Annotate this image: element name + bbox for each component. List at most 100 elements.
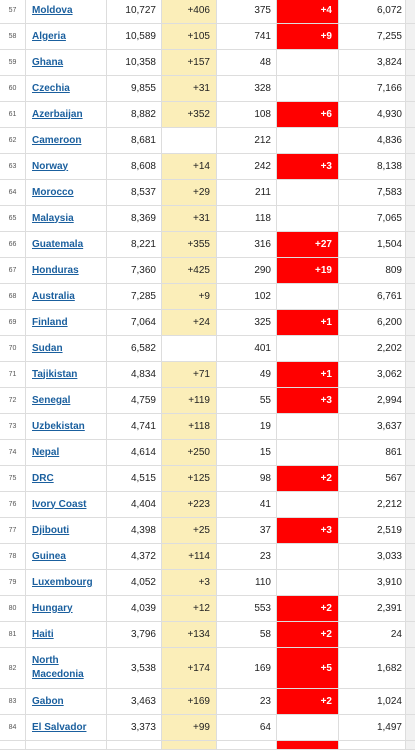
rank-cell: 79 [0, 570, 26, 595]
new-cases-cell: +31 [162, 206, 217, 231]
country-link[interactable]: Haiti [32, 628, 54, 640]
new-deaths-cell: +2 [277, 689, 339, 714]
country-link[interactable]: North Macedonia [32, 655, 84, 680]
scrollbar-track[interactable] [406, 232, 415, 257]
scrollbar-track[interactable] [406, 0, 415, 23]
rank-cell: 70 [0, 336, 26, 361]
scrollbar-track[interactable] [406, 648, 415, 688]
partial-cell [217, 741, 277, 749]
country-link[interactable]: Luxembourg [32, 576, 93, 588]
recovered-cell: 7,583 [339, 180, 406, 205]
total-deaths-cell: 316 [217, 232, 277, 257]
rank-cell: 83 [0, 689, 26, 714]
country-link[interactable]: Moldova [32, 4, 73, 16]
country-link[interactable]: Morocco [32, 186, 74, 198]
new-cases-cell: +157 [162, 50, 217, 75]
total-cases-cell: 8,537 [107, 180, 162, 205]
country-link[interactable]: Azerbaijan [32, 108, 83, 120]
country-link[interactable]: Malaysia [32, 212, 74, 224]
recovered-cell: 6,761 [339, 284, 406, 309]
country-link[interactable]: Ivory Coast [32, 498, 87, 510]
rank-cell: 59 [0, 50, 26, 75]
new-cases-cell: +29 [162, 180, 217, 205]
country-link[interactable]: Sudan [32, 342, 63, 354]
rank-cell: 57 [0, 0, 26, 23]
scrollbar-track[interactable] [406, 388, 415, 413]
new-cases-cell: +169 [162, 689, 217, 714]
scrollbar-track[interactable] [406, 76, 415, 101]
scrollbar-track[interactable] [406, 544, 415, 569]
rank-cell: 68 [0, 284, 26, 309]
new-deaths-cell [277, 492, 339, 517]
total-deaths-cell: 102 [217, 284, 277, 309]
scrollbar-track[interactable] [406, 206, 415, 231]
new-deaths-cell: +9 [277, 24, 339, 49]
scrollbar-track[interactable] [406, 570, 415, 595]
scrollbar-track[interactable] [406, 336, 415, 361]
recovered-cell: 1,682 [339, 648, 406, 688]
table-row: 68 Australia 7,285 +9 102 6,761 [0, 284, 415, 310]
scrollbar-track[interactable] [406, 128, 415, 153]
country-link[interactable]: Senegal [32, 394, 71, 406]
country-link[interactable]: Hungary [32, 602, 73, 614]
recovered-cell: 4,930 [339, 102, 406, 127]
country-link[interactable]: Algeria [32, 30, 66, 42]
country-link[interactable]: Ghana [32, 56, 64, 68]
country-cell: Honduras [26, 258, 107, 283]
rank-cell: 75 [0, 466, 26, 491]
scrollbar-track[interactable] [406, 414, 415, 439]
scrollbar-track[interactable] [406, 492, 415, 517]
country-link[interactable]: Tajikistan [32, 368, 78, 380]
scrollbar-track[interactable] [406, 622, 415, 647]
scrollbar-track[interactable] [406, 518, 415, 543]
country-link[interactable]: Cameroon [32, 134, 82, 146]
scrollbar-track[interactable] [406, 154, 415, 179]
total-cases-cell: 4,834 [107, 362, 162, 387]
scrollbar-track[interactable] [406, 440, 415, 465]
table-row: 59 Ghana 10,358 +157 48 3,824 [0, 50, 415, 76]
country-link[interactable]: El Salvador [32, 721, 87, 733]
new-deaths-cell [277, 414, 339, 439]
country-link[interactable]: Uzbekistan [32, 420, 85, 432]
country-link[interactable]: Guinea [32, 550, 66, 562]
country-cell: Malaysia [26, 206, 107, 231]
country-link[interactable]: Nepal [32, 446, 60, 458]
country-link[interactable]: Guatemala [32, 238, 84, 250]
recovered-cell: 7,166 [339, 76, 406, 101]
scrollbar-track[interactable] [406, 310, 415, 335]
country-link[interactable]: Gabon [32, 695, 64, 707]
recovered-cell: 3,062 [339, 362, 406, 387]
total-cases-cell: 10,589 [107, 24, 162, 49]
scrollbar-track[interactable] [406, 258, 415, 283]
total-cases-cell: 4,515 [107, 466, 162, 491]
scrollbar-track[interactable] [406, 102, 415, 127]
partial-cell [277, 741, 339, 749]
partial-cell [339, 741, 406, 749]
total-deaths-cell: 325 [217, 310, 277, 335]
country-cell: Finland [26, 310, 107, 335]
country-link[interactable]: Australia [32, 290, 75, 302]
partial-cell [406, 741, 415, 749]
scrollbar-track[interactable] [406, 362, 415, 387]
scrollbar-track[interactable] [406, 24, 415, 49]
new-cases-cell: +118 [162, 414, 217, 439]
recovered-cell: 3,824 [339, 50, 406, 75]
scrollbar-track[interactable] [406, 596, 415, 621]
country-link[interactable]: Finland [32, 316, 68, 328]
new-cases-cell: +31 [162, 76, 217, 101]
scrollbar-track[interactable] [406, 689, 415, 714]
scrollbar-track[interactable] [406, 466, 415, 491]
country-cell: Australia [26, 284, 107, 309]
scrollbar-track[interactable] [406, 284, 415, 309]
total-deaths-cell: 49 [217, 362, 277, 387]
scrollbar-track[interactable] [406, 50, 415, 75]
country-link[interactable]: Czechia [32, 82, 70, 94]
country-link[interactable]: DRC [32, 472, 54, 484]
country-link[interactable]: Norway [32, 160, 69, 172]
country-link[interactable]: Djibouti [32, 524, 70, 536]
country-link[interactable]: Honduras [32, 264, 79, 276]
scrollbar-track[interactable] [406, 715, 415, 740]
scrollbar-track[interactable] [406, 180, 415, 205]
total-deaths-cell: 118 [217, 206, 277, 231]
